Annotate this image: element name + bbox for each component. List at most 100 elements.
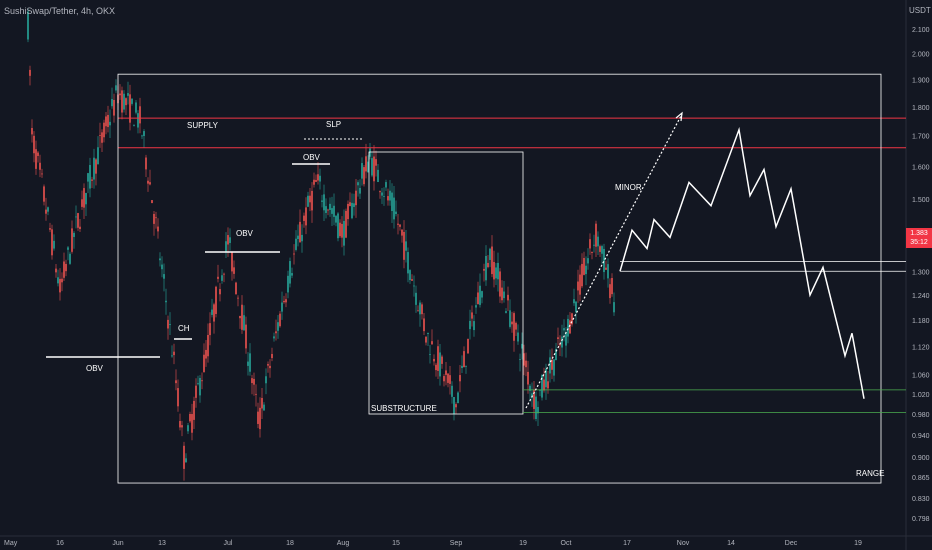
candle-body xyxy=(61,278,63,283)
candle-body xyxy=(279,313,281,327)
range-box[interactable] xyxy=(117,73,882,484)
candle-body xyxy=(43,186,45,202)
candle-body xyxy=(431,341,433,345)
candle-body xyxy=(517,332,519,342)
y-tick-label: 1.120 xyxy=(912,345,930,352)
y-tick-label: 0.940 xyxy=(912,433,930,440)
candle-body xyxy=(195,385,197,398)
candle-body xyxy=(59,278,61,293)
candle-body xyxy=(167,319,169,329)
candle-body xyxy=(165,300,167,303)
candle-body xyxy=(27,11,29,40)
candle-body xyxy=(595,223,597,247)
candle-body xyxy=(373,156,375,182)
candle-body xyxy=(589,239,591,249)
candle-body xyxy=(497,262,499,280)
candle-body xyxy=(321,200,323,202)
candle-body xyxy=(123,93,125,110)
candle-body xyxy=(327,209,329,211)
candle-body xyxy=(527,371,529,385)
substructure-box[interactable] xyxy=(368,151,524,415)
obv-label-1: OBV xyxy=(86,364,104,373)
candle-body xyxy=(545,368,547,388)
candle-body xyxy=(65,263,67,272)
candle-body xyxy=(241,304,243,330)
candle-body xyxy=(313,179,315,185)
candle-body xyxy=(77,213,79,228)
candle-body xyxy=(179,421,181,428)
candle-body xyxy=(365,156,367,172)
candle-body xyxy=(317,174,319,181)
candle-body xyxy=(329,203,331,210)
candle-body xyxy=(429,354,431,355)
candle-body xyxy=(253,378,255,385)
candle-body xyxy=(405,241,407,251)
current-price-value: 1.383 xyxy=(910,230,928,237)
candle-body xyxy=(461,365,463,369)
candle-body xyxy=(423,318,425,332)
candle-body xyxy=(441,356,443,364)
candle-body xyxy=(337,213,339,239)
candle-body xyxy=(515,322,517,330)
candle-body xyxy=(153,213,155,224)
candle-body xyxy=(89,164,91,189)
candle-body xyxy=(583,258,585,275)
candle-body xyxy=(273,336,275,339)
x-tick-label: 16 xyxy=(56,540,64,547)
candle-body xyxy=(333,205,335,217)
candle-body xyxy=(403,231,405,260)
candle-body xyxy=(285,299,287,303)
candle-body xyxy=(281,302,283,312)
candle-body xyxy=(47,207,49,212)
candle-body xyxy=(309,195,311,203)
candle-body xyxy=(55,268,57,273)
candle-body xyxy=(69,253,71,264)
substructure-label: SUBSTRUCTURE xyxy=(371,404,437,413)
candle-body xyxy=(187,425,189,432)
candle-body xyxy=(229,237,231,243)
candle-body xyxy=(133,125,135,127)
candle-body xyxy=(425,336,427,343)
candle-body xyxy=(331,208,333,214)
candle-body xyxy=(573,299,575,304)
candle-body xyxy=(565,332,567,346)
candle-body xyxy=(379,191,381,193)
y-tick-label: 1.060 xyxy=(912,372,930,379)
candle-body xyxy=(135,102,137,113)
candle-body xyxy=(211,309,213,315)
candle-body xyxy=(283,300,285,303)
candle-body xyxy=(417,310,419,312)
candle-body xyxy=(395,211,397,215)
candle-body xyxy=(561,336,563,348)
symbol-title[interactable]: SushiSwap/Tether, 4h, OKX xyxy=(4,6,116,16)
candle-body xyxy=(189,413,191,422)
candle-body xyxy=(261,397,263,409)
candle-body xyxy=(559,343,561,346)
candle-body xyxy=(191,414,193,433)
candle-body xyxy=(593,244,595,246)
dotted-trendline[interactable] xyxy=(525,113,683,409)
candle-body xyxy=(275,331,277,334)
candle-body xyxy=(603,248,605,273)
candle-body xyxy=(587,258,589,264)
candle-body xyxy=(495,267,497,279)
candle-body xyxy=(255,393,257,395)
candle-body xyxy=(411,279,413,281)
candle-body xyxy=(419,302,421,315)
x-tick-label: 19 xyxy=(854,540,862,547)
candle-body xyxy=(535,396,537,419)
candle-body xyxy=(39,162,41,170)
x-tick-label: Dec xyxy=(785,540,798,547)
projection-path[interactable] xyxy=(619,126,865,399)
candle-body xyxy=(501,287,503,301)
candle-body xyxy=(103,122,105,138)
candle-body xyxy=(347,203,349,220)
candle-body xyxy=(479,285,481,305)
y-tick-label: 1.020 xyxy=(912,392,930,399)
x-tick-label: 14 xyxy=(727,540,735,547)
candle-body xyxy=(553,359,555,376)
candle-body xyxy=(361,163,363,179)
candle-body xyxy=(295,238,297,250)
candle-body xyxy=(555,348,557,361)
